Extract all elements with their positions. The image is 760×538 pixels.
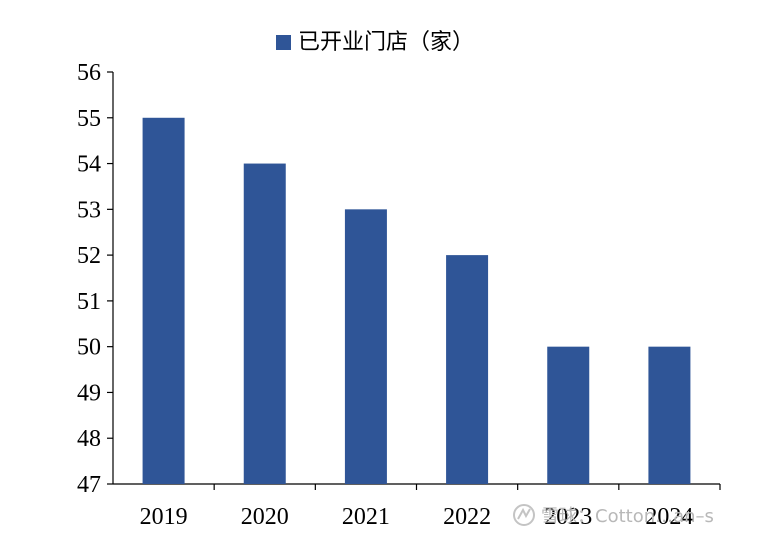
bar-2023: [547, 346, 590, 484]
snowball-logo-icon: [513, 504, 535, 526]
y-tick-label: 49: [77, 380, 101, 406]
bar-2021: [344, 209, 387, 485]
y-tick-label: 54: [77, 152, 101, 178]
legend-swatch: [276, 35, 291, 50]
bar-2020: [243, 163, 286, 485]
y-tick-label: 53: [77, 197, 101, 223]
y-tick-label: 48: [77, 426, 101, 452]
x-tick-label: 2020: [241, 504, 289, 530]
y-ticks: 47 48 49 50 51 52 53 54 55 56: [77, 60, 113, 498]
legend: 已开业门店（家）: [276, 30, 474, 55]
bars: [142, 117, 691, 485]
watermark-text: 雪球：Cotton…an–s: [541, 506, 714, 527]
x-tick-label: 2023: [544, 504, 592, 530]
x-tick-label: 2024: [645, 504, 693, 530]
x-ticks: [213, 484, 721, 490]
y-tick-label: 47: [77, 472, 101, 498]
bar-2022: [446, 255, 489, 484]
x-tick-labels: 2019 2020 2021 2022 2023 2024: [140, 504, 694, 530]
y-tick-label: 50: [77, 335, 101, 361]
y-tick-label: 56: [77, 60, 101, 86]
x-tick-label: 2019: [140, 504, 188, 530]
bar-2019: [142, 117, 185, 485]
watermark: 雪球：Cotton…an–s: [513, 504, 714, 527]
y-tick-label: 52: [77, 243, 101, 269]
x-tick-label: 2021: [342, 504, 390, 530]
y-tick-label: 55: [77, 106, 101, 132]
axes: [112, 72, 720, 485]
y-tick-label: 51: [77, 289, 101, 315]
legend-label: 已开业门店（家）: [298, 30, 474, 55]
x-tick-label: 2022: [443, 504, 491, 530]
bar-2024: [648, 346, 691, 484]
